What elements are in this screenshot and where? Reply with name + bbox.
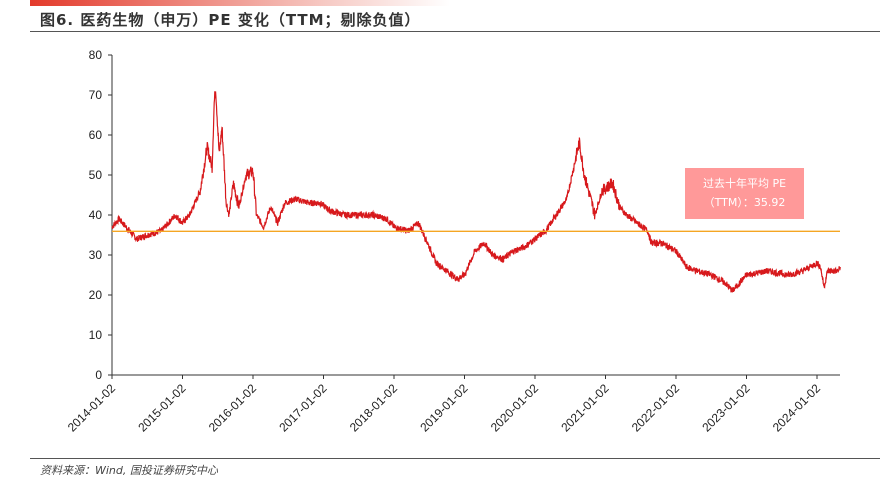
x-tick-label: 2021-01-02	[558, 381, 612, 435]
y-tick-label: 40	[89, 208, 103, 222]
y-tick-label: 20	[89, 288, 103, 302]
x-tick-label: 2020-01-02	[488, 381, 542, 435]
title-divider	[30, 31, 880, 32]
footer-divider	[30, 458, 880, 459]
x-tick-label: 2015-01-02	[135, 381, 189, 435]
x-tick-label: 2023-01-02	[699, 381, 753, 435]
x-tick-label: 2018-01-02	[347, 381, 401, 435]
y-tick-label: 30	[89, 248, 103, 262]
x-tick-label: 2024-01-02	[770, 381, 824, 435]
pe-series-line	[111, 91, 841, 294]
x-tick-label: 2017-01-02	[276, 381, 330, 435]
y-tick-label: 0	[95, 368, 102, 382]
annotation-line2: （TTM）：35.92	[703, 196, 786, 209]
source-note: 资料来源：Wind, 国投证券研究中心	[40, 464, 218, 477]
x-tick-label: 2022-01-02	[629, 381, 683, 435]
title-accent-bar	[30, 0, 450, 6]
x-tick-label: 2019-01-02	[417, 381, 471, 435]
average-pe-annotation: 过去十年平均 PE （TTM）：35.92	[685, 168, 804, 219]
y-tick-label: 10	[89, 328, 103, 342]
y-tick-label: 50	[89, 168, 103, 182]
y-tick-label: 80	[89, 48, 103, 62]
x-tick-label: 2014-01-02	[65, 381, 119, 435]
annotation-line1: 过去十年平均 PE	[702, 177, 787, 190]
chart-title: 图6. 医药生物（申万）PE 变化（TTM；剔除负值）	[40, 11, 421, 29]
y-tick-label: 60	[89, 128, 103, 142]
y-tick-label: 70	[89, 88, 103, 102]
x-tick-label: 2016-01-02	[206, 381, 260, 435]
